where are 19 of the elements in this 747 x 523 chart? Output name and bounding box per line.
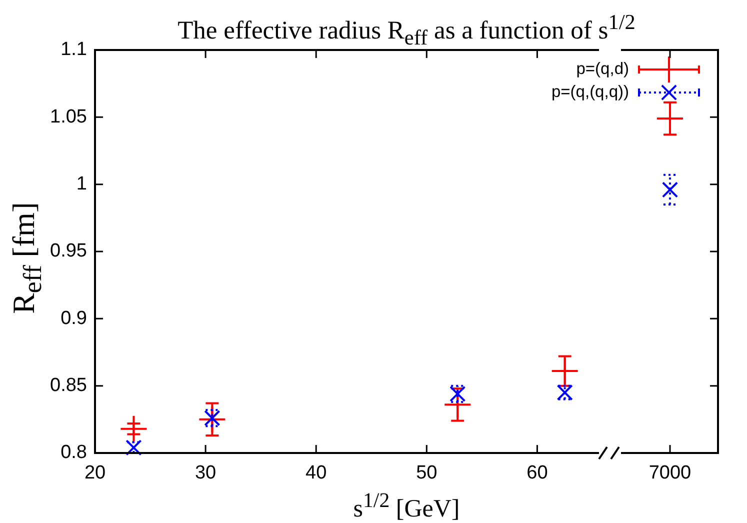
y-tick-label: 0.85 — [50, 375, 87, 396]
x-tick-label: 50 — [416, 462, 438, 484]
y-tick-label: 0.8 — [60, 442, 87, 464]
y-tick-label: 0.9 — [60, 308, 87, 329]
x-tick-label: 7000 — [648, 462, 692, 484]
x-tick-label: 40 — [306, 462, 327, 484]
y-tick-label: 1.05 — [50, 106, 87, 128]
x-tick-label: 30 — [194, 462, 216, 484]
y-tick-label: 1 — [76, 174, 87, 195]
legend-label: p=(q,(q,q)) — [552, 83, 629, 102]
x-tick-label: 20 — [84, 462, 106, 484]
y-tick-label: 1.1 — [60, 39, 87, 60]
chart-title: The effective radius R$_{eff}$ as a function of s$^{1/2}$ — [176, 9, 636, 52]
point — [552, 358, 578, 384]
legend-label: p=(q,d) — [576, 60, 629, 79]
point — [120, 416, 147, 442]
y-tick-label: 0.95 — [50, 240, 87, 262]
x-axis-title: s$^{1/2}$ [GeV] — [352, 487, 461, 523]
x-tick-label: 60 — [526, 462, 548, 484]
